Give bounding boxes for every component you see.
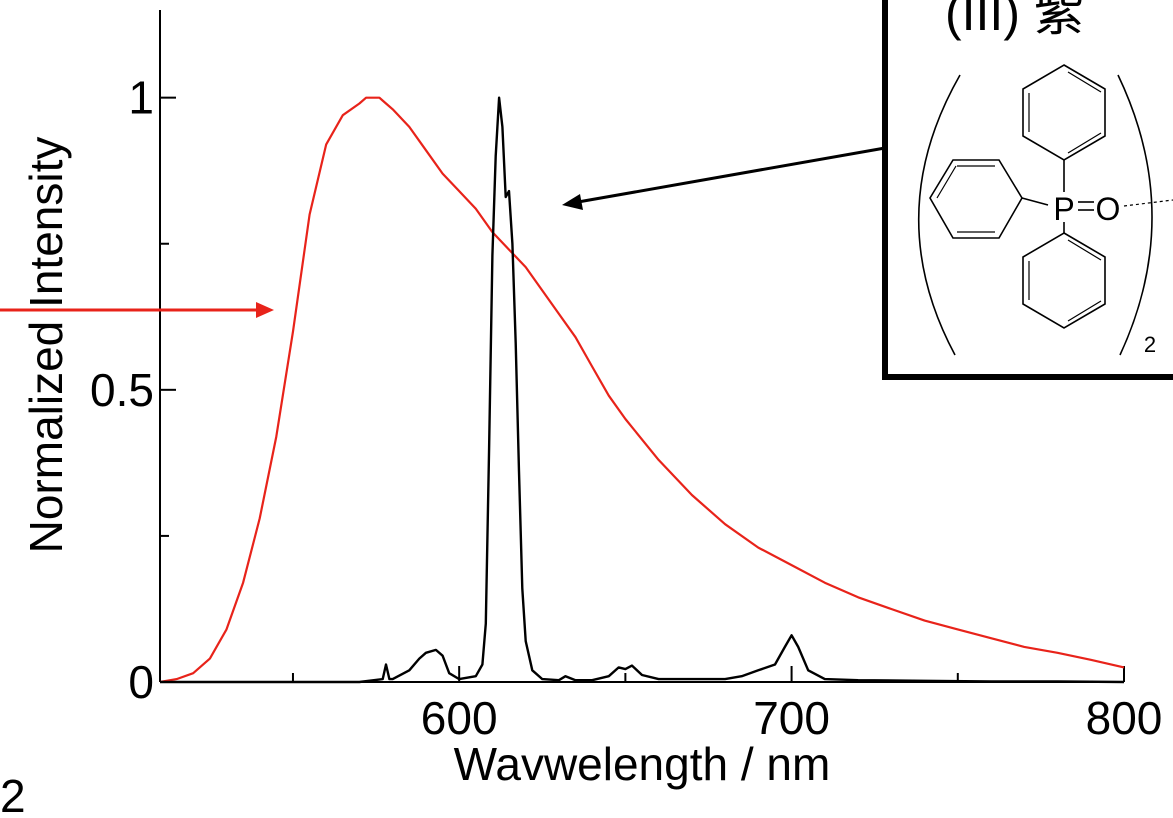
- left-parenthesis: [917, 74, 961, 356]
- bond-p-left: [1021, 197, 1049, 206]
- x-tick-label: 700: [753, 692, 830, 744]
- series-line-black: [160, 96, 1125, 684]
- x-axis-title: Wavwelength / nm: [454, 738, 831, 790]
- coordination-bond: [1123, 199, 1173, 207]
- series-layer: [159, 96, 1125, 684]
- y-axis-title: Normalized Intensity: [20, 137, 72, 554]
- ligand-subscript: 2: [1144, 332, 1156, 357]
- axis-tick-labels: 600 700 800 0 0.5 1: [90, 72, 1162, 744]
- atom-phosphorus: P: [1053, 191, 1074, 227]
- molecule-inset: (III) 紫 P O 2: [882, 0, 1173, 380]
- y-tick-label: 0.5: [90, 364, 154, 416]
- x-tick-label: 600: [421, 692, 498, 744]
- right-parenthesis: [1117, 74, 1153, 356]
- inset-partial-title: (III) 紫: [945, 0, 1084, 41]
- red-series-arrow: [0, 302, 274, 318]
- atom-oxygen: O: [1096, 191, 1121, 227]
- y-tick-label: 1: [128, 72, 154, 124]
- black-series-arrow: [562, 146, 886, 210]
- page-edge-label: 2: [0, 770, 26, 818]
- phenyl-ring-bottom: [1022, 232, 1106, 329]
- inset-frame: [882, 0, 1173, 380]
- x-tick-label: 800: [1086, 692, 1163, 744]
- y-tick-label: 0: [128, 656, 154, 708]
